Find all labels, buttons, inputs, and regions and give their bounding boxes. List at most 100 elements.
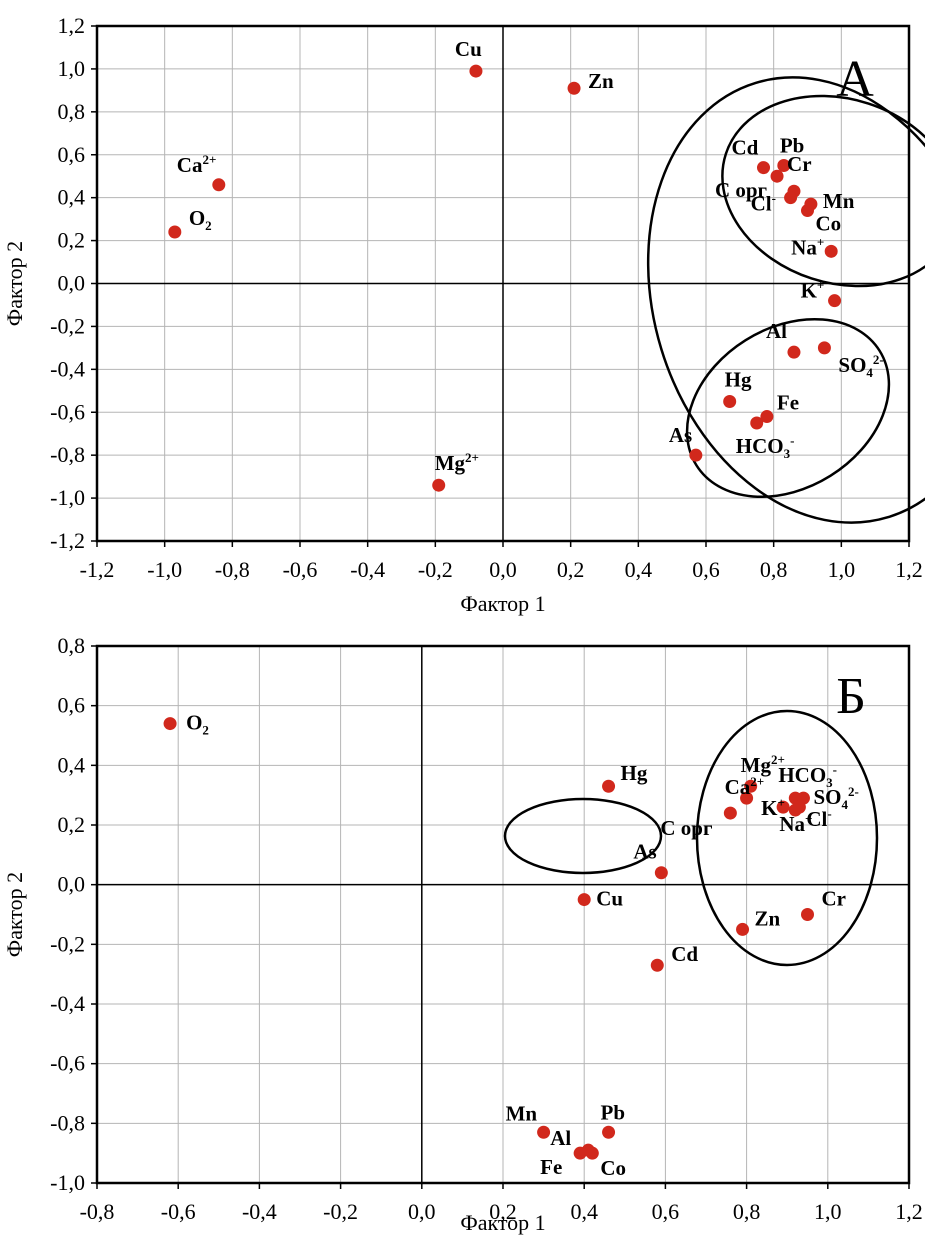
data-point <box>740 791 754 805</box>
cluster-ellipse <box>685 317 891 499</box>
data-point <box>792 800 806 814</box>
y-tick-label: 0,8 <box>58 633 86 658</box>
y-axis-title: Фактор 2 <box>2 872 27 957</box>
point-label: SO42- <box>813 784 858 812</box>
point-label: Zn <box>755 906 781 930</box>
y-tick-label: -1,2 <box>50 528 85 553</box>
y-tick-label: 0,6 <box>58 693 86 718</box>
x-axis-title: Фактор 1 <box>460 1210 545 1235</box>
y-tick-label: -0,8 <box>50 442 85 467</box>
y-tick-label: -1,0 <box>50 1170 85 1195</box>
point-label: Zn <box>588 69 614 93</box>
y-tick-label: 0,2 <box>58 228 86 253</box>
point-label: O2 <box>189 206 212 233</box>
data-point <box>760 410 774 424</box>
data-point <box>602 1125 616 1139</box>
point-label: HCO3- <box>778 762 837 790</box>
point-label: Al <box>766 319 787 343</box>
data-point <box>537 1125 551 1139</box>
x-tick-label: 0,2 <box>557 557 585 582</box>
data-point <box>567 81 581 95</box>
point-label: K+ <box>801 278 825 303</box>
point-label: O2 <box>186 711 209 738</box>
x-tick-label: -1,0 <box>147 557 182 582</box>
data-point <box>757 161 771 175</box>
data-point <box>817 341 831 355</box>
data-point <box>824 244 838 258</box>
x-tick-label: -0,2 <box>323 1199 358 1224</box>
x-tick-label: -0,6 <box>161 1199 196 1224</box>
x-tick-label: -1,2 <box>80 557 115 582</box>
panel-label: А <box>836 51 874 108</box>
point-label: Cl- <box>806 806 831 831</box>
data-point <box>784 191 798 205</box>
data-point <box>168 225 182 239</box>
y-tick-label: -0,6 <box>50 399 85 424</box>
x-tick-label: 0,0 <box>408 1199 436 1224</box>
x-tick-label: -0,6 <box>283 557 318 582</box>
y-tick-label: -1,0 <box>50 485 85 510</box>
point-label: Fe <box>540 1155 562 1179</box>
point-label: Cd <box>671 942 698 966</box>
point-label: HCO3- <box>736 433 795 461</box>
x-tick-label: 0,2 <box>489 1199 517 1224</box>
point-label: Cr <box>822 887 847 911</box>
x-tick-label: 0,0 <box>489 557 517 582</box>
x-tick-label: -0,2 <box>418 557 453 582</box>
x-tick-label: 1,0 <box>814 1199 842 1224</box>
point-label: Cl- <box>751 191 776 216</box>
point-label: Cu <box>455 37 482 61</box>
x-tick-label: 1,2 <box>895 557 923 582</box>
y-tick-label: 1,2 <box>58 13 86 38</box>
data-point <box>469 64 483 78</box>
y-tick-label: 0,2 <box>58 812 86 837</box>
y-tick-label: -0,2 <box>50 313 85 338</box>
point-label: Cd <box>732 136 759 160</box>
point-label: K+ <box>761 795 785 820</box>
y-axis-title: Фактор 2 <box>2 241 27 326</box>
data-point <box>585 1146 599 1160</box>
panel-b: -0,8 -0,6 -0,4 -0,2 0,0 0,2 0,4 0,6 0,8 1,0 1,2 0,8… <box>2 633 923 1235</box>
x-tick-label: 1,2 <box>895 1199 923 1224</box>
x-tick-label: 0,8 <box>760 557 788 582</box>
data-point <box>723 395 737 409</box>
y-tick-label: 0,0 <box>58 271 86 296</box>
x-tick-label: 0,6 <box>692 557 720 582</box>
x-tick-label: -0,8 <box>215 557 250 582</box>
point-label: Cr <box>787 152 812 176</box>
data-point <box>577 893 591 907</box>
panel-label: Б <box>836 668 866 725</box>
plot-frame <box>95 644 911 1185</box>
x-tick-label: 1,0 <box>828 557 856 582</box>
y-tick-label: 0,6 <box>58 142 86 167</box>
point-label: As <box>669 423 692 447</box>
data-point <box>602 779 616 793</box>
point-label: Ca2+ <box>725 774 765 799</box>
y-tick-label: 0,4 <box>58 752 86 777</box>
y-tick-label: 1,0 <box>58 56 86 81</box>
y-tick-label: -0,6 <box>50 1051 85 1076</box>
data-point <box>744 779 758 793</box>
x-tick-label: 0,6 <box>652 1199 680 1224</box>
point-label: Mg2+ <box>741 752 785 777</box>
y-tick-label: 0,4 <box>58 185 86 210</box>
point-label: Mg2+ <box>435 450 479 475</box>
point-label: Hg <box>621 761 648 785</box>
point-label: Ca2+ <box>177 152 217 177</box>
x-axis-title: Фактор 1 <box>460 591 545 616</box>
point-label: Mn <box>506 1101 538 1125</box>
x-tick-label: -0,4 <box>350 557 385 582</box>
data-point <box>801 908 814 921</box>
y-tick-label: -0,2 <box>50 931 85 956</box>
data-point <box>654 866 668 880</box>
point-label: Pb <box>780 133 805 157</box>
point-label: Na+ <box>791 234 824 259</box>
point-label: As <box>633 840 656 864</box>
point-label: Hg <box>725 368 752 392</box>
data-point <box>777 158 791 172</box>
point-label: Na+ <box>779 811 812 836</box>
x-tick-label: -0,4 <box>242 1199 277 1224</box>
plot-frame <box>95 24 911 543</box>
x-tick-label: 0,4 <box>625 557 653 582</box>
